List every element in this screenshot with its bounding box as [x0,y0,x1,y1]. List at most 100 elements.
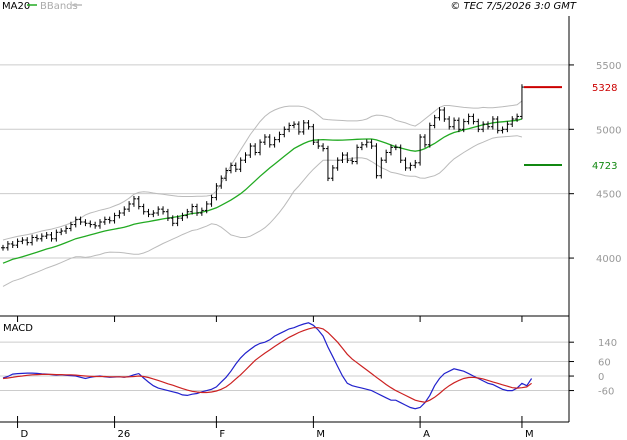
price-bar [185,208,190,219]
price-bar [272,136,277,148]
price-bar [422,134,427,148]
price-bar [34,234,39,242]
price-bar [393,144,398,151]
price-bar [78,216,83,225]
x-tick-label: 26 [118,429,131,440]
price-bar [316,139,321,149]
price-bar [248,143,253,158]
price-bar [112,212,117,224]
price-bar [379,157,384,179]
price-bar [267,134,272,148]
level-label-ma20: 4723 [592,161,617,172]
price-bar [224,167,229,182]
price-bar [161,206,166,215]
price-bar [190,203,195,215]
macd-gridlines [0,341,569,392]
price-bar [384,149,389,164]
price-bar [131,196,136,207]
price-bar [311,123,316,146]
price-bar [519,84,524,120]
price-tick-label: 4000 [596,254,621,265]
price-bar [88,220,93,228]
price-bar [427,122,432,148]
price-bar [175,215,180,227]
price-bar [418,134,423,166]
level-label-last: 5328 [592,83,617,94]
price-tick-label: 5000 [596,125,621,136]
bollinger-bands [2,100,523,287]
price-bar [461,118,466,133]
price-bar [199,207,204,216]
price-tick-label: 5500 [596,61,621,72]
price-axis-ticks: 4000 4500 5000 5500 [569,61,621,265]
price-bar [471,113,476,125]
price-bar [500,126,505,134]
price-bar [408,162,413,171]
price-bar [432,114,437,129]
price-bar [413,159,418,169]
price-bar [180,212,185,221]
price-bar [486,121,490,130]
price-bar [340,152,345,164]
macd-lines [2,322,533,410]
price-bar [398,144,403,164]
ma20-series-line [2,118,523,264]
macd-tick-label: 0 [598,372,604,383]
price-bar [321,143,326,152]
price-bar [83,219,88,227]
macd-tick-label: -60 [598,387,614,398]
price-bar [456,117,461,133]
x-tick-label: M [316,429,325,440]
price-panel: 5328 4723 4000 4500 5000 5500 [0,16,621,317]
bbands-legend-label: BBands [40,1,78,12]
price-bar [364,139,369,148]
price-bar [228,162,233,174]
price-bar [59,228,64,236]
price-bar [403,157,408,171]
price-bar [325,145,330,182]
price-bar [122,206,127,216]
price-bar [447,116,452,130]
price-bar [204,201,209,214]
price-bar [68,221,73,232]
macd-axis-ticks: -60 0 60 140 [569,338,617,398]
price-bar [292,121,296,129]
price-bar [296,121,301,135]
price-bar [238,157,243,173]
price-bar [25,237,30,246]
price-bar [49,232,54,242]
price-bar [93,221,98,229]
price-bars [1,84,524,251]
price-bar [359,141,364,151]
price-bar [301,120,306,135]
price-gridlines [0,64,569,259]
price-bar [369,139,374,149]
price-bar [452,117,457,130]
price-bar [54,229,59,242]
price-bar [330,165,335,182]
price-bar [335,157,340,171]
price-bar [10,241,15,249]
ma20-line [2,118,523,264]
price-levels: 5328 4723 [524,83,617,172]
price-bar [151,210,156,218]
bb-upper-line [2,100,523,241]
x-tick-label: D [21,429,29,440]
price-bar [170,215,175,227]
price-bar [389,144,393,156]
price-bar [476,118,481,133]
copyright-timestamp: © TEC 7/5/2026 3:0 GMT [450,1,577,12]
price-bar [243,152,248,164]
price-bar [253,143,258,156]
price-bar [15,238,20,249]
price-bar [20,237,25,245]
price-bar [44,232,49,240]
bb-lower-line [2,135,523,287]
price-bar [306,120,311,130]
price-bar [141,203,146,215]
macd-title: MACD [3,323,33,334]
price-bar [374,143,379,179]
macd-tick-label: 140 [598,338,617,349]
price-bar [515,113,520,122]
price-bar [490,116,495,130]
